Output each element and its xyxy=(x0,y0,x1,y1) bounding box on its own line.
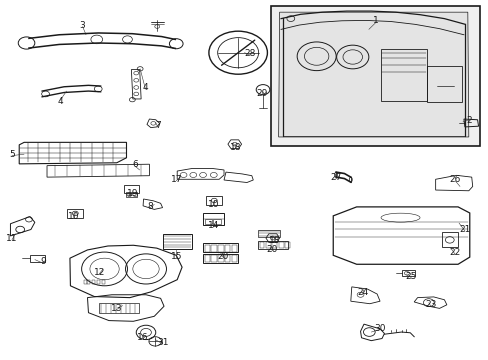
Bar xyxy=(278,242,283,248)
Text: 24: 24 xyxy=(356,288,367,297)
Text: 3: 3 xyxy=(80,21,85,30)
Bar xyxy=(213,219,221,224)
Bar xyxy=(30,255,44,262)
Bar xyxy=(203,254,238,263)
Text: 26: 26 xyxy=(448,175,460,184)
Text: 6: 6 xyxy=(132,161,138,170)
Bar xyxy=(83,280,86,284)
Text: 20: 20 xyxy=(217,252,229,261)
Text: 17: 17 xyxy=(170,175,182,184)
Bar xyxy=(92,280,95,284)
Bar xyxy=(224,245,230,252)
Bar xyxy=(265,242,270,248)
Text: 18: 18 xyxy=(268,236,280,245)
Bar xyxy=(99,303,139,314)
Text: 5: 5 xyxy=(9,150,15,159)
Text: 14: 14 xyxy=(208,221,219,230)
Bar xyxy=(123,185,139,193)
Bar xyxy=(380,49,427,101)
Text: 1: 1 xyxy=(372,16,378,25)
Text: 11: 11 xyxy=(6,234,18,243)
Bar xyxy=(271,6,479,146)
Polygon shape xyxy=(278,12,468,137)
Bar xyxy=(401,270,414,276)
Text: 25: 25 xyxy=(405,271,416,280)
Text: 18: 18 xyxy=(229,143,241,152)
Text: 4: 4 xyxy=(57,97,63,106)
Text: 10: 10 xyxy=(68,212,80,221)
Bar xyxy=(206,196,222,205)
Bar xyxy=(87,280,90,284)
Bar xyxy=(211,255,216,262)
Text: 15: 15 xyxy=(170,252,182,261)
Text: 30: 30 xyxy=(373,324,385,333)
Bar xyxy=(258,230,280,237)
Text: 9: 9 xyxy=(40,257,46,266)
Text: 10: 10 xyxy=(207,200,219,209)
Text: 31: 31 xyxy=(157,338,168,347)
Bar xyxy=(67,209,83,218)
Text: 16: 16 xyxy=(137,333,148,342)
Text: 20: 20 xyxy=(266,245,277,254)
Text: 4: 4 xyxy=(142,83,148,92)
Bar xyxy=(203,243,238,252)
Bar xyxy=(224,255,230,262)
Text: 28: 28 xyxy=(244,49,256,58)
Text: 2: 2 xyxy=(465,116,470,125)
Bar xyxy=(97,280,100,284)
Text: 22: 22 xyxy=(448,248,460,257)
Bar xyxy=(231,245,237,252)
Bar xyxy=(204,219,212,224)
Text: 23: 23 xyxy=(424,300,436,309)
Text: 8: 8 xyxy=(147,202,153,211)
Bar xyxy=(204,255,209,262)
Text: 7: 7 xyxy=(155,121,160,130)
Bar xyxy=(211,245,216,252)
Bar xyxy=(203,213,223,225)
Bar xyxy=(272,242,277,248)
Bar xyxy=(218,255,223,262)
Text: 13: 13 xyxy=(110,304,122,313)
Bar xyxy=(258,241,288,249)
Text: 27: 27 xyxy=(329,173,341,182)
Bar xyxy=(125,192,137,197)
Bar xyxy=(259,242,264,248)
Bar xyxy=(218,245,223,252)
Bar xyxy=(102,280,105,284)
Bar xyxy=(231,255,237,262)
Text: 12: 12 xyxy=(93,268,104,277)
Bar xyxy=(163,234,192,249)
Bar xyxy=(441,232,457,247)
Bar xyxy=(204,245,209,252)
Text: 29: 29 xyxy=(256,89,268,98)
Bar xyxy=(285,242,289,248)
Text: 21: 21 xyxy=(458,225,469,234)
Bar xyxy=(427,66,462,102)
Text: 19: 19 xyxy=(126,189,138,198)
